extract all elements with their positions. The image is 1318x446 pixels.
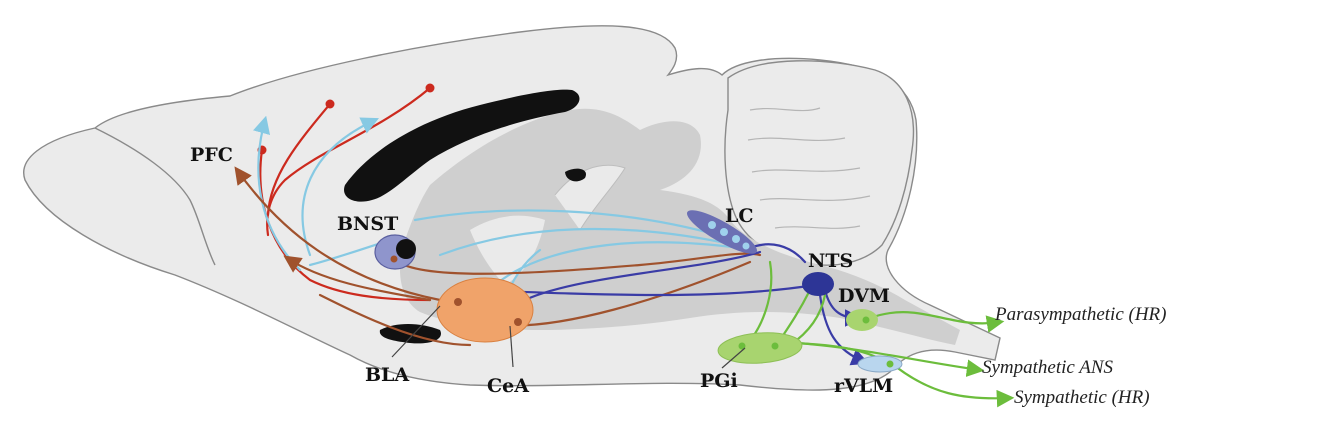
label-parasympathetic-hr: Parasympathetic (HR) [994, 304, 1166, 325]
red-terminal-dot [426, 84, 435, 93]
red-terminal-dot [326, 100, 335, 109]
label-pgi: PGi [700, 370, 738, 392]
label-pfc: PFC [190, 144, 233, 166]
label-sympathetic-hr: Sympathetic (HR) [1014, 387, 1150, 408]
label-cea: CeA [487, 375, 529, 397]
label-bnst: BNST [337, 213, 398, 235]
dvm-nucleus [846, 309, 878, 331]
label-rvlm: rVLM [834, 375, 893, 397]
label-bla: BLA [365, 364, 409, 386]
amygdala-nucleus [437, 278, 533, 342]
nts-nucleus [802, 272, 834, 296]
label-nts: NTS [808, 250, 853, 272]
rvlm-nucleus [858, 356, 902, 372]
label-sympathetic-ans: Sympathetic ANS [982, 357, 1114, 378]
label-lc: LC [725, 205, 753, 227]
label-dvm: DVM [838, 285, 890, 307]
